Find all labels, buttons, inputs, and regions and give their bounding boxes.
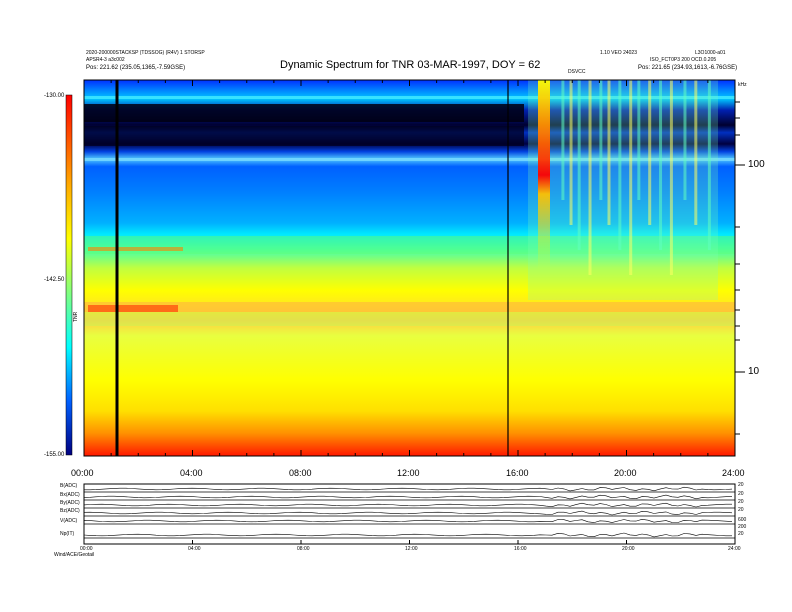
burst-streak [637, 80, 641, 200]
time-tick-24: 24:00 [722, 468, 745, 478]
burst-streak [694, 80, 698, 225]
time-tick-4: 04:00 [180, 468, 203, 478]
right-axis [735, 101, 745, 435]
lower-scale-4b: 200 [738, 524, 747, 530]
lower-row-label-0: B(ADC) [60, 483, 78, 489]
orange-line-2 [84, 302, 735, 312]
top-ticks [83, 80, 736, 86]
lower-time-4: 04:00 [188, 546, 201, 552]
meta-right-3: ISO_FCT0P3 200 OCD.0.205 [650, 57, 717, 63]
colorbar [66, 95, 72, 455]
right-axis-tick-100: 100 [748, 159, 765, 170]
lower-time-16: 16:00 [514, 546, 527, 552]
lower-time-24: 24:00 [728, 546, 741, 552]
cyan-line-2 [84, 158, 735, 161]
red-line-2 [88, 305, 178, 312]
burst-streak [588, 80, 592, 275]
time-tick-12: 12:00 [397, 468, 420, 478]
time-tick-8: 08:00 [289, 468, 312, 478]
dark-band-1 [84, 104, 524, 122]
burst-streak [599, 80, 603, 200]
colorbar-label-min: -155.00 [44, 452, 65, 458]
cyan-line-1 [84, 96, 735, 99]
green-band-2 [84, 312, 735, 326]
lower-time-20: 20:00 [622, 546, 635, 552]
burst-streak [683, 80, 687, 200]
meta-right-2: L3O1000-a01 [695, 50, 726, 56]
lower-scale-3: 20 [738, 507, 744, 513]
dark-band-2 [84, 126, 524, 146]
time-tick-20: 20:00 [614, 468, 637, 478]
right-axis-unit: kHz [738, 82, 747, 88]
burst-region [528, 80, 718, 300]
lower-time-12: 12:00 [405, 546, 418, 552]
burst-streak [648, 80, 652, 225]
lower-trace [83, 510, 733, 516]
lower-time-8: 08:00 [297, 546, 310, 552]
lower-scale-4: 600 [738, 517, 747, 523]
lower-trace [83, 486, 733, 492]
lower-trace [83, 518, 733, 523]
lower-row-label-2: By(ADC) [60, 500, 80, 506]
lower-panel-ticks [83, 540, 736, 544]
time-tick-16: 16:00 [506, 468, 529, 478]
lower-scale-0: 20 [738, 482, 744, 488]
lower-footer: Wind/ACE/Geotail [54, 552, 95, 558]
lower-row-label-3: Bz(ADC) [60, 508, 80, 514]
orange-line-1 [88, 247, 183, 251]
colorbar-frame [65, 94, 73, 456]
chart-title: Dynamic Spectrum for TNR 03-MAR-1997, DO… [280, 59, 541, 71]
colorbar-label-max: -130.00 [44, 93, 65, 99]
burst-streak [569, 80, 573, 225]
burst-streak [707, 80, 711, 250]
burst-streak [577, 80, 581, 250]
time-tick-0: 00:00 [71, 468, 94, 478]
meta-right-1: 1.10 VEO 24023 [600, 50, 637, 56]
green-band [84, 236, 735, 254]
burst-streak [618, 80, 622, 250]
meta-left-2: APSR4-3 a3c002 [86, 57, 125, 63]
burst-streak [669, 80, 673, 275]
lower-scale-5: 20 [738, 531, 744, 537]
meta-left-3: Pos: 221.62 (235.05,1365,-7.59GSE) [86, 65, 186, 71]
lower-scale-1: 20 [738, 491, 744, 497]
meta-left-1: 2020-200000STACKSP (TDSSOG) (R4V) 1 STOR… [86, 50, 205, 56]
burst-streak [607, 80, 611, 225]
lower-row-label-1: Bx(ADC) [60, 492, 80, 498]
colorbar-label-mid: -142.50 [44, 277, 65, 283]
burst-streak [629, 80, 633, 275]
burst-streak [561, 80, 565, 200]
lower-row-label-5: Np(IT) [60, 531, 75, 537]
right-axis-tick-10: 10 [748, 366, 760, 377]
lower-row-label-4: V(ADC) [60, 518, 78, 524]
lower-trace [83, 532, 732, 538]
lower-time-0: 00:00 [80, 546, 93, 552]
burst-streak [659, 80, 663, 250]
intense-burst [538, 80, 550, 270]
bottom-ticks [83, 450, 736, 456]
meta-right-4: Pos: 221.65 (234.93,1613,-6.76GSE) [638, 65, 738, 71]
marker-label: DSVCC [568, 69, 586, 75]
colorbar-unit: TNR [73, 311, 79, 322]
burst-streaks [561, 80, 711, 275]
lower-trace [83, 494, 733, 500]
lower-trace [83, 502, 732, 508]
lower-scale-2: 20 [738, 499, 744, 505]
lower-panel-traces [83, 486, 735, 539]
